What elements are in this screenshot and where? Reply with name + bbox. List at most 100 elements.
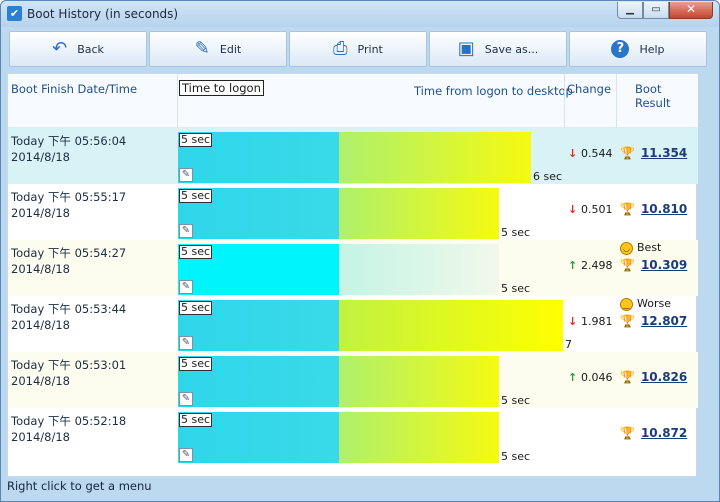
- boot-bar-area: 5 sec ✎ 6 sec: [178, 132, 568, 184]
- arrow-down-icon: ↓: [568, 315, 582, 328]
- change-cell: ↓ 0.501: [568, 203, 613, 216]
- change-value: 0.046: [581, 371, 613, 384]
- print-button-label: Print: [357, 42, 383, 56]
- boot-date-cell: Today 下午 05:54:27 2014/8/18: [11, 245, 126, 277]
- trophy-icon: 🏆: [620, 426, 635, 440]
- boot-result-cell: 🏆 10.872: [620, 426, 687, 440]
- arrow-up-icon: ↑: [568, 259, 582, 272]
- trophy-icon: 🏆: [620, 146, 635, 160]
- help-icon: ?: [611, 40, 630, 58]
- back-button-label: Back: [77, 42, 104, 56]
- column-divider: [564, 74, 565, 128]
- edit-button[interactable]: ✎ Edit: [149, 31, 287, 67]
- boot-time: Today 下午 05:56:04: [11, 134, 127, 148]
- minimize-button[interactable]: ▁: [617, 2, 643, 19]
- help-button-label: Help: [639, 42, 665, 56]
- floppy-icon: ▣: [457, 38, 475, 59]
- desktop-time-label: 5 sec: [501, 282, 531, 295]
- boot-date-cell: Today 下午 05:53:01 2014/8/18: [11, 357, 126, 389]
- boot-date-cell: Today 下午 05:56:04 2014/8/18: [11, 133, 126, 165]
- arrow-down-icon: ↓: [568, 203, 582, 216]
- boot-result-link[interactable]: 10.826: [640, 370, 688, 384]
- save-as-button[interactable]: ▣ Save as...: [429, 31, 567, 67]
- table-row[interactable]: Today 下午 05:52:18 2014/8/18 5 sec ✎ 5 sec 🏆 10…: [8, 408, 698, 464]
- change-cell: ↓ 0.544: [568, 147, 613, 160]
- boot-result-link[interactable]: 12.807: [640, 314, 688, 328]
- badge-label: Best: [637, 241, 662, 254]
- boot-bar-area: 5 sec✎7 sec: [178, 300, 584, 364]
- note-edit-icon[interactable]: ✎: [179, 448, 193, 462]
- arrow-up-icon: ↑: [568, 371, 582, 384]
- column-divider: [616, 74, 617, 128]
- list-header: Boot Finish Date/Time Time to logon Time…: [8, 74, 698, 128]
- note-edit-icon[interactable]: ✎: [179, 336, 193, 350]
- table-row[interactable]: Today 下午 05:54:27 2014/8/18 5 sec ✎ 5 sec ↑ 2…: [8, 240, 698, 296]
- boot-result-cell: 🏆 10.309: [620, 258, 687, 272]
- desktop-time-bar: [339, 244, 499, 295]
- smiley-icon: ◡: [620, 242, 633, 255]
- desktop-time-bar: [339, 300, 563, 351]
- boot-date: 2014/8/18: [11, 150, 70, 164]
- desktop-time-label: 5 sec: [501, 450, 531, 463]
- change-cell: ↓ 1.981: [568, 315, 613, 328]
- boot-result-cell: 🏆 12.807: [620, 314, 687, 328]
- column-header-desktop[interactable]: Time from logon to desktop: [414, 84, 573, 98]
- toolbar: ↶ Back ✎ Edit ⎙ Print ▣ Save as...? Help: [9, 31, 711, 67]
- frown-icon: ‿: [620, 298, 633, 311]
- boot-result-link[interactable]: 10.309: [640, 258, 688, 272]
- column-header-date[interactable]: Boot Finish Date/Time: [11, 82, 138, 96]
- title-bar[interactable]: ✔ Boot History (in seconds) ▁ ▭ ✕: [1, 1, 719, 27]
- table-row[interactable]: Today 下午 05:55:17 2014/8/18 5 sec ✎ 5 sec ↓ 0…: [8, 184, 698, 240]
- boot-bar-area: 5 sec ✎ 5 sec: [178, 244, 568, 296]
- logon-time-label: 5 sec: [179, 301, 213, 315]
- note-edit-icon[interactable]: ✎: [179, 168, 193, 182]
- boot-result-link[interactable]: 10.872: [640, 426, 688, 440]
- checkmark-app-icon: ✔: [7, 6, 22, 21]
- boot-result-link[interactable]: 10.810: [640, 202, 688, 216]
- table-row[interactable]: Today 下午 05:56:04 2014/8/18 5 sec ✎ 6 sec ↓ 0…: [8, 128, 698, 184]
- table-row[interactable]: Today 下午 05:53:01 2014/8/18 5 sec ✎ 5 sec ↑ 0…: [8, 352, 698, 408]
- maximize-button[interactable]: ▭: [643, 2, 669, 19]
- trophy-icon: 🏆: [620, 314, 635, 328]
- logon-time-label: 5 sec: [179, 133, 213, 147]
- change-cell: ↑ 2.498: [568, 259, 613, 272]
- arrow-down-icon: ↓: [568, 147, 582, 160]
- badge-label: Worse: [637, 297, 671, 310]
- note-edit-icon[interactable]: ✎: [179, 280, 193, 294]
- boot-date: 2014/8/18: [11, 318, 70, 332]
- boot-date: 2014/8/18: [11, 206, 70, 220]
- desktop-time-label: 5 sec: [501, 226, 531, 239]
- result-badge: ‿ Worse: [620, 297, 671, 311]
- column-header-result[interactable]: Boot Result: [635, 82, 671, 110]
- boot-result-cell: 🏆 10.826: [620, 370, 687, 384]
- logon-time-label: 5 sec: [179, 189, 213, 203]
- logon-time-label: 5 sec: [179, 413, 213, 427]
- close-button[interactable]: ✕: [669, 2, 713, 19]
- logon-time-label: 5 sec: [179, 357, 213, 371]
- change-value: 2.498: [581, 259, 613, 272]
- change-value: 0.544: [581, 147, 613, 160]
- change-value: 1.981: [581, 315, 613, 328]
- back-button[interactable]: ↶ Back: [9, 31, 147, 67]
- note-edit-icon[interactable]: ✎: [179, 224, 193, 238]
- trophy-icon: 🏆: [620, 370, 635, 384]
- desktop-time-bar: [339, 356, 499, 407]
- back-arrow-icon: ↶: [52, 38, 68, 59]
- boot-time: Today 下午 05:55:17: [11, 190, 127, 204]
- boot-result-cell: 🏆 11.354: [620, 146, 687, 160]
- column-header-change[interactable]: Change: [567, 82, 612, 96]
- desktop-time-bar: [339, 412, 499, 463]
- column-header-logon[interactable]: Time to logon: [179, 80, 264, 96]
- save-as-button-label: Save as...: [484, 42, 539, 56]
- note-edit-icon[interactable]: ✎: [179, 392, 193, 406]
- boot-history-list[interactable]: Boot Finish Date/Time Time to logon Time…: [7, 73, 698, 477]
- printer-icon: ⎙: [333, 38, 348, 59]
- boot-result-link[interactable]: 11.354: [640, 146, 688, 160]
- help-button[interactable]: ? Help: [569, 31, 707, 67]
- print-button[interactable]: ⎙ Print: [289, 31, 427, 67]
- boot-date: 2014/8/18: [11, 430, 70, 444]
- edit-icon: ✎: [194, 38, 210, 59]
- boot-date-cell: Today 下午 05:52:18 2014/8/18: [11, 413, 126, 445]
